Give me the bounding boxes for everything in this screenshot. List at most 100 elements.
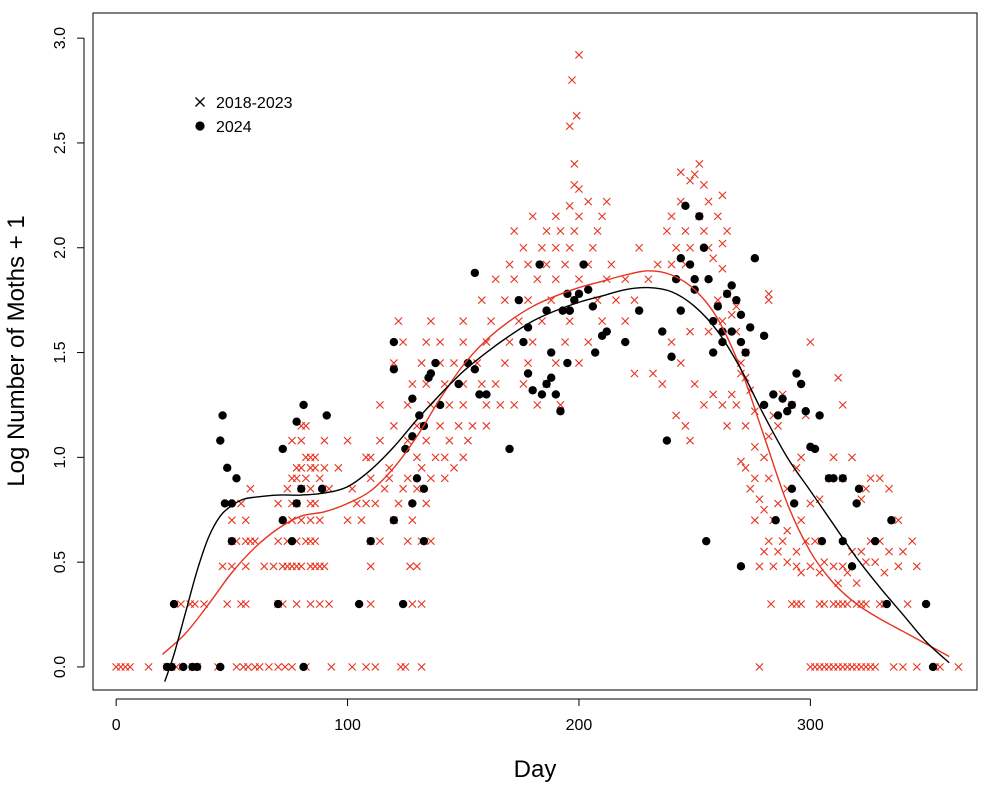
data-point-dot [579, 260, 588, 269]
data-point-dot [773, 411, 783, 420]
data-point-x [568, 76, 577, 85]
data-point-x [362, 499, 371, 508]
data-point-x [320, 463, 329, 472]
data-point-x [723, 421, 732, 430]
data-point-x [908, 537, 917, 546]
data-point-x [542, 260, 551, 269]
data-point-x [417, 600, 426, 609]
data-point-x [760, 453, 769, 462]
data-point-dot [216, 662, 225, 672]
data-point-dot [470, 365, 480, 374]
data-point-x [551, 359, 560, 368]
chart-marks [112, 50, 963, 682]
data-point-x [852, 579, 861, 588]
data-point-dot [227, 536, 237, 546]
data-point-dot [232, 474, 241, 483]
data-point-dot [590, 348, 600, 357]
data-point-x [380, 484, 389, 493]
data-point-x [676, 359, 685, 368]
data-point-x [412, 484, 421, 493]
data-point-x [274, 662, 283, 671]
data-point-x [699, 180, 708, 189]
data-point-x [292, 600, 301, 609]
data-point-x [935, 662, 944, 671]
data-point-x [686, 436, 695, 445]
data-point-x [422, 338, 431, 347]
data-point-x [732, 400, 741, 409]
data-point-x [792, 562, 801, 571]
data-point-x [327, 662, 336, 671]
data-point-dot [602, 327, 611, 336]
data-point-x [686, 176, 695, 185]
legend-label-2024: 2024 [216, 119, 252, 136]
data-point-dot [412, 474, 422, 483]
data-point-x [584, 197, 593, 206]
data-point-x [561, 338, 570, 347]
data-point-x [408, 600, 417, 609]
data-point-x [954, 662, 963, 671]
data-point-x [764, 289, 773, 298]
data-point-dot [475, 390, 484, 399]
data-point-dot [778, 394, 787, 403]
data-point-x [662, 226, 671, 235]
data-point-x [741, 463, 750, 472]
data-point-x [311, 499, 320, 508]
data-point-x [274, 537, 283, 546]
data-point-x [607, 260, 616, 269]
data-point-x [297, 562, 306, 571]
data-point-x [723, 226, 732, 235]
data-point-x [709, 254, 718, 263]
data-point-x [602, 197, 611, 206]
chart-axes: 0 100 200 300 0.0 0.5 1.0 1.5 2.0 2.5 3.0 [52, 27, 824, 734]
data-point-dot [389, 337, 399, 347]
data-point-dot [546, 373, 556, 382]
data-point-dot [415, 411, 424, 420]
data-point-x [241, 516, 250, 525]
data-point-x [574, 185, 583, 194]
data-point-x [727, 390, 736, 399]
data-point-x [857, 547, 866, 556]
data-point-dot [759, 400, 769, 410]
data-point-x [505, 338, 514, 347]
data-point-dot [838, 536, 847, 546]
data-point-dot [169, 599, 179, 609]
data-point-x [403, 400, 412, 409]
data-point-dot [542, 306, 551, 315]
data-point-x [551, 212, 560, 221]
data-point-x [820, 558, 829, 567]
data-point-x [755, 662, 764, 671]
data-point-dot [546, 348, 556, 357]
data-point-x [297, 436, 306, 445]
data-point-x [667, 260, 676, 269]
data-point-x [750, 516, 759, 525]
data-point-x [264, 662, 273, 671]
data-point-dot [192, 662, 202, 672]
data-point-x [783, 558, 792, 567]
data-point-x [394, 499, 403, 508]
data-point-dot [634, 306, 644, 315]
data-point-x [598, 317, 607, 326]
data-point-x [408, 379, 417, 388]
data-point-x [510, 400, 519, 409]
data-point-dot [278, 516, 287, 525]
y-tick-label: 2.0 [52, 237, 69, 259]
data-point-dot [584, 285, 593, 294]
data-point-x [533, 275, 542, 284]
data-point-dot [667, 352, 676, 361]
data-point-x [690, 379, 699, 388]
data-point-x [408, 516, 417, 525]
data-point-x [505, 260, 514, 269]
data-point-x [348, 484, 357, 493]
data-point-x [574, 359, 583, 368]
x-tick-label: 100 [334, 717, 361, 734]
data-point-x [399, 338, 408, 347]
data-point-x [524, 260, 533, 269]
data-point-x [820, 600, 829, 609]
data-point-dot [671, 274, 681, 284]
data-point-x [311, 453, 320, 462]
data-point-x [320, 436, 329, 445]
data-point-x [288, 662, 297, 671]
data-point-dot [565, 306, 574, 315]
data-point-x [584, 338, 593, 347]
data-point-x [269, 562, 278, 571]
